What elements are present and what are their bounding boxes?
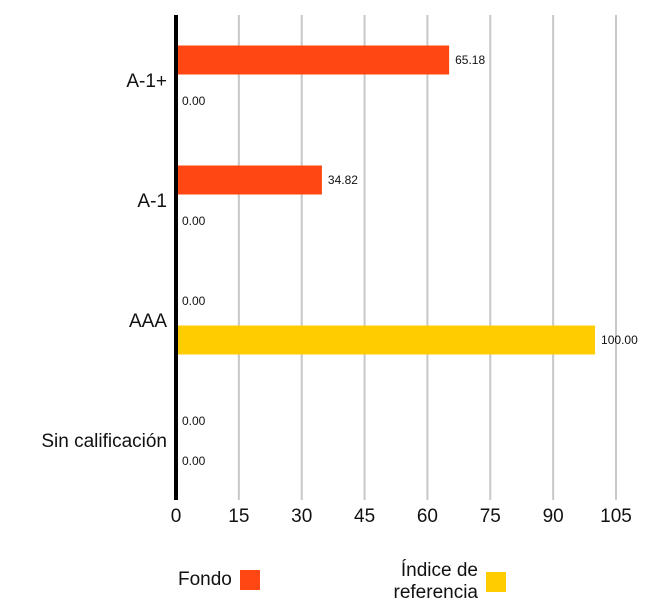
bar-0-1 (178, 165, 322, 195)
x-tick-label-0: 0 (171, 506, 182, 527)
x-tick-label-90: 90 (543, 506, 564, 527)
value-label-1-0: 0.00 (182, 94, 206, 108)
x-tick-label-60: 60 (417, 506, 438, 527)
category-label-1: A-1 (137, 191, 167, 212)
legend-swatch-indice (486, 572, 506, 592)
bars (178, 45, 596, 355)
legend-label-fondo: Fondo (178, 569, 232, 590)
category-label-0: A-1+ (126, 71, 167, 92)
rating-bar-chart: 65.18 34.82 0.00 0.00 0.00 0.00 100.00 0.00 A-1… (41, 15, 638, 527)
value-label-1-1: 0.00 (182, 214, 206, 228)
legend-label-indice: Índice de referencia (393, 560, 479, 603)
value-label-0-1: 34.82 (328, 173, 358, 187)
bar-0-0 (178, 45, 450, 75)
bar-1-2 (178, 325, 596, 355)
x-tick-label-30: 30 (291, 506, 312, 527)
legend-swatch-fondo (239, 570, 260, 590)
x-axis-tick-labels: 0 15 30 45 60 75 90 105 (171, 506, 632, 527)
value-labels: 65.18 34.82 0.00 0.00 0.00 0.00 100.00 0.00 (182, 53, 638, 468)
chart-legend: Fondo Índice de referencia (0, 558, 661, 605)
value-label-0-2: 0.00 (182, 294, 206, 308)
legend-item-indice: Índice de referencia (378, 560, 506, 604)
x-tick-label-75: 75 (480, 506, 501, 527)
category-labels: A-1+ A-1 AAA Sin calificación (41, 71, 167, 452)
x-tick-label-45: 45 (354, 506, 375, 527)
legend-item-fondo: Fondo (178, 569, 260, 591)
value-label-1-2: 100.00 (601, 333, 638, 347)
vertical-gridlines (237, 15, 617, 500)
value-label-0-3: 0.00 (182, 414, 206, 428)
category-label-2: AAA (129, 311, 167, 332)
value-label-0-0: 65.18 (455, 53, 485, 67)
x-tick-label-105: 105 (600, 506, 632, 527)
x-tick-label-15: 15 (228, 506, 249, 527)
category-label-3: Sin calificación (41, 431, 167, 452)
value-label-1-3: 0.00 (182, 454, 206, 468)
